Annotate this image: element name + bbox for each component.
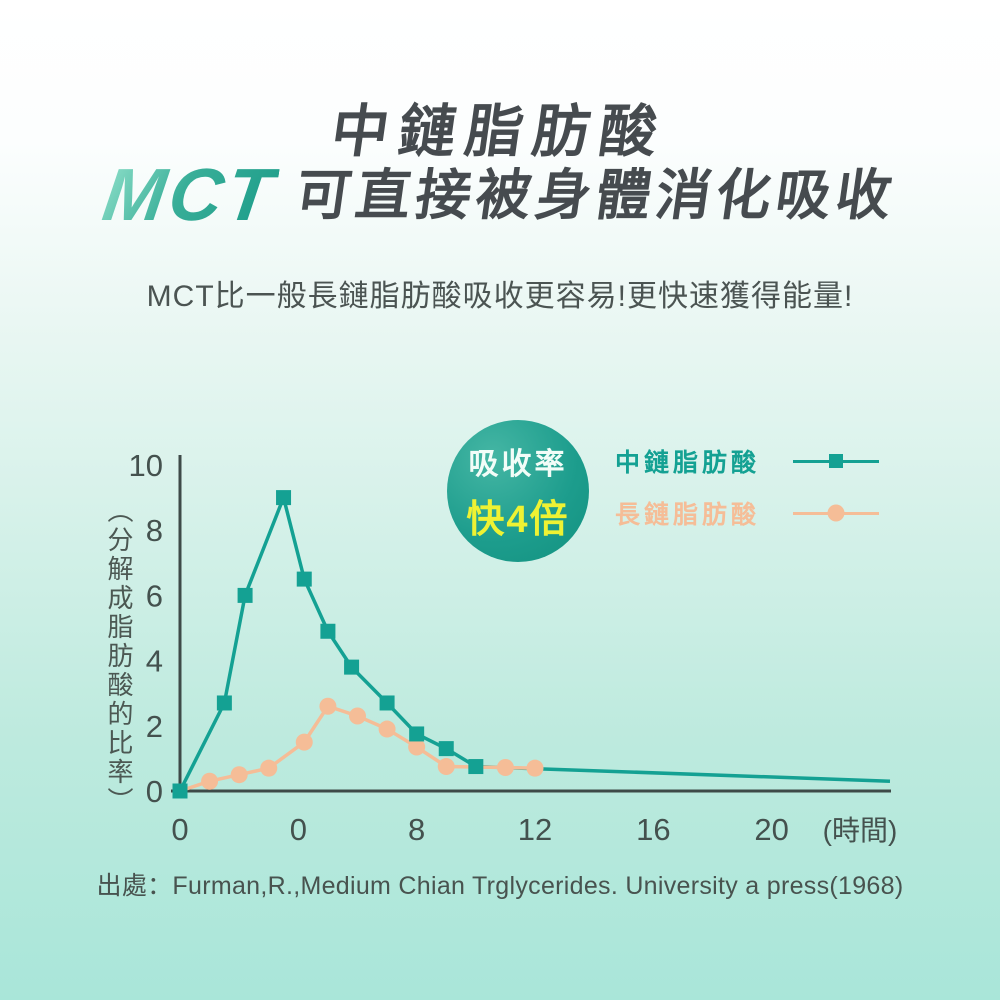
- badge-text-top: 吸收率: [468, 448, 568, 481]
- y-tick-label: 10: [129, 448, 163, 483]
- square-marker-icon: [216, 695, 232, 711]
- square-marker-icon: [829, 454, 843, 468]
- square-marker-icon: [468, 759, 484, 775]
- circle-marker-icon: [230, 766, 248, 784]
- x-tick-label: 0: [290, 812, 307, 847]
- legend-label: 長鏈脂肪酸: [615, 501, 761, 529]
- description-text: MCT比一般長鏈脂肪酸吸收更容易!更快速獲得能量!: [146, 280, 854, 313]
- legend-line: [793, 454, 879, 468]
- legend-line: [793, 504, 879, 522]
- badge-text-bottom: 快4倍: [466, 499, 570, 541]
- chart-legend: 中鏈脂肪酸長鏈脂肪酸: [615, 447, 879, 529]
- x-tick-label: 12: [518, 812, 552, 847]
- square-marker-icon: [438, 741, 454, 757]
- absorption-rate-badge: 吸收率 快4倍: [447, 420, 589, 562]
- circle-marker-icon: [260, 759, 278, 777]
- circle-marker-icon: [827, 504, 845, 522]
- circle-marker-icon: [319, 697, 337, 715]
- source-citation: 出處：Furman,R.,Medium Chian Trglycerides. …: [96, 872, 904, 900]
- y-axis-label: （分解成脂肪酸的比率）: [104, 497, 134, 816]
- square-marker-icon: [276, 490, 292, 506]
- legend-item: 中鏈脂肪酸: [615, 447, 879, 477]
- x-axis-unit-label: (時間): [823, 815, 898, 846]
- square-marker-icon: [409, 726, 425, 742]
- y-tick-label: 2: [146, 709, 163, 744]
- x-tick-label: 8: [408, 812, 425, 847]
- circle-marker-icon: [201, 772, 219, 790]
- square-marker-icon: [296, 571, 312, 587]
- square-marker-icon: [379, 695, 395, 711]
- y-tick-label: 6: [146, 578, 163, 613]
- circle-marker-icon: [348, 707, 366, 725]
- square-marker-icon: [344, 659, 360, 675]
- y-tick-label: 4: [146, 644, 163, 679]
- square-marker-icon: [320, 623, 336, 639]
- circle-marker-icon: [378, 720, 396, 738]
- square-marker-icon: [172, 783, 188, 799]
- circle-marker-icon: [437, 758, 455, 776]
- legend-label: 中鏈脂肪酸: [615, 449, 761, 477]
- y-tick-label: 0: [146, 774, 163, 809]
- circle-marker-icon: [496, 759, 514, 777]
- legend-item: 長鏈脂肪酸: [615, 499, 879, 529]
- circle-marker-icon: [408, 738, 426, 756]
- square-marker-icon: [237, 587, 253, 603]
- circle-marker-icon: [526, 759, 544, 777]
- y-tick-label: 8: [146, 513, 163, 548]
- circle-marker-icon: [295, 733, 313, 751]
- x-tick-label: 16: [636, 812, 670, 847]
- x-tick-label: 20: [754, 812, 788, 847]
- x-tick-label: 0: [171, 812, 188, 847]
